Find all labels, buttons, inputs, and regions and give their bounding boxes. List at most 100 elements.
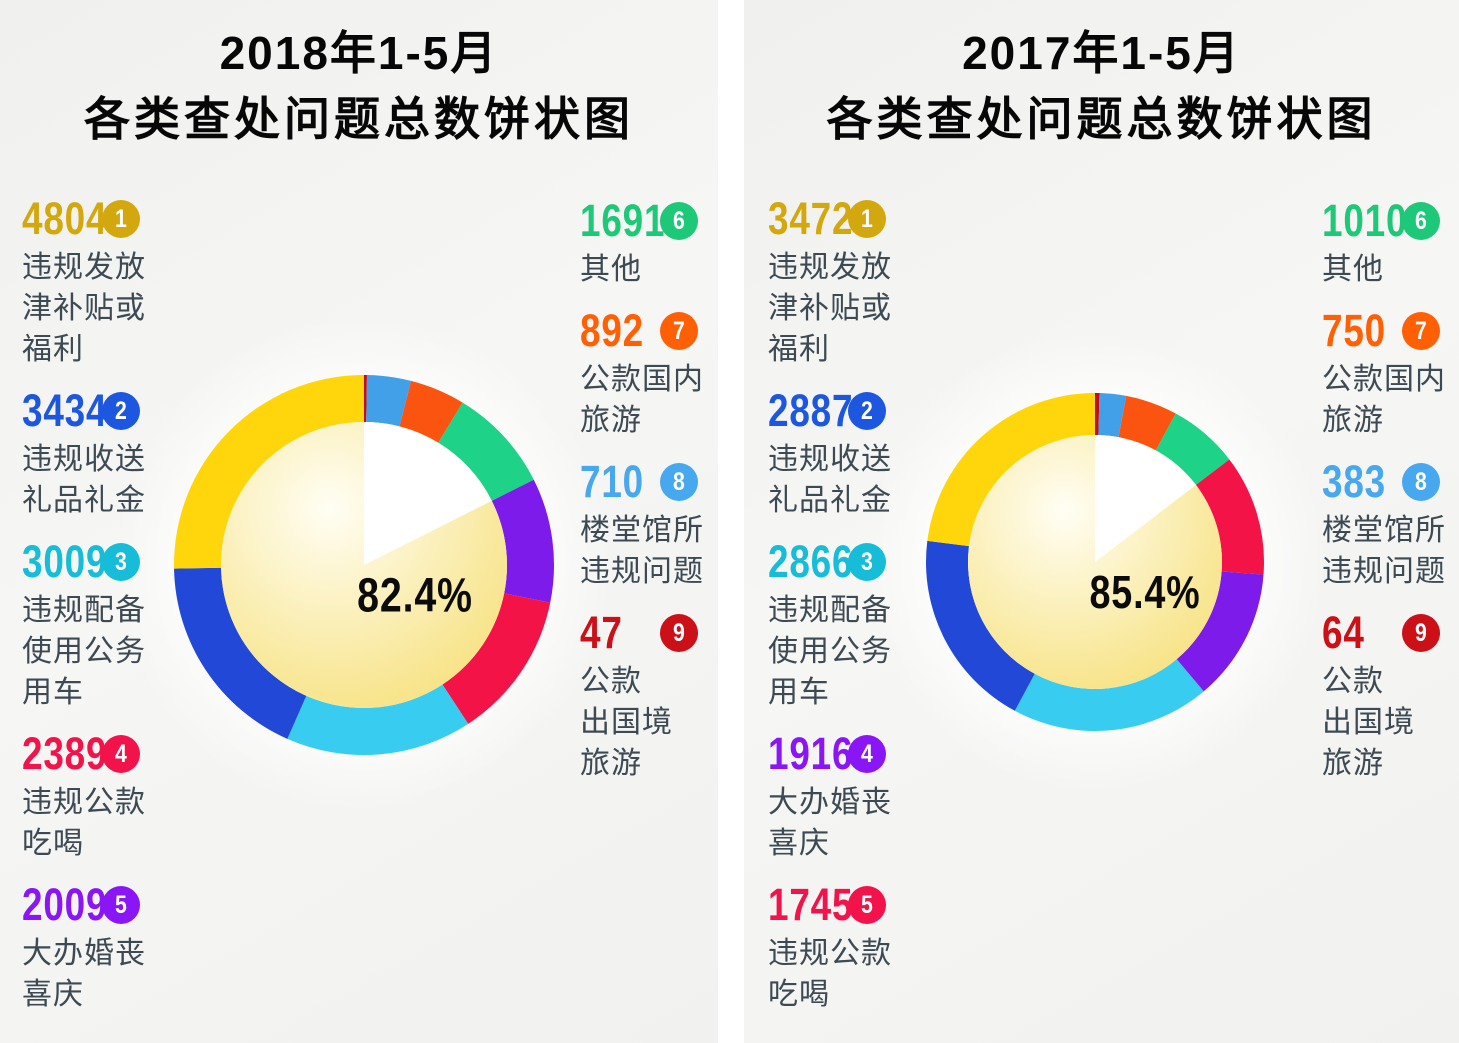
pie-segment-rank-8 [1098, 393, 1127, 438]
legend-value: 1916 [768, 728, 854, 779]
pie-remainder-wedge [364, 422, 492, 565]
legend-item-rank-8: 710 8 楼堂馆所 违规问题 [580, 459, 704, 592]
pie-segment-rank-6 [438, 402, 534, 501]
legend-value-row: 3434 2 [22, 388, 146, 434]
rank-number: 7 [673, 316, 685, 345]
legend-value-row: 383 8 [1322, 459, 1446, 505]
pie-segment-rank-9 [364, 375, 367, 423]
legend-value-row: 3009 3 [22, 539, 146, 585]
legend-value-row: 1916 4 [768, 731, 892, 777]
rank-number: 5 [115, 890, 127, 919]
legend-value: 1010 [1322, 195, 1408, 246]
legend-value-row: 892 7 [580, 308, 704, 354]
legend-value: 47 [580, 607, 623, 658]
pie-segment-rank-5 [491, 479, 554, 603]
legend-column-1: 4804 1 违规发放 津补贴或 福利 3434 2 违规收送 礼品礼金 3009 3 违规配备… [22, 196, 146, 1015]
chart-title-line2: 各类查处问题总数饼状图 [826, 93, 1377, 145]
rank-number: 7 [1415, 316, 1427, 345]
legend-value: 2389 [22, 728, 108, 779]
panel-2018: 2018年1-5月 各类查处问题总数饼状图 82.4% 4804 1 违规发放 津补… [0, 0, 718, 1043]
pie-segment-rank-9 [1095, 393, 1100, 436]
legend-label: 违规配备 使用公务 用车 [768, 594, 892, 709]
legend-label: 公款 出国境 旅游 [580, 665, 673, 780]
rank-badge: 2 [848, 392, 886, 430]
legend-label: 违规公款 吃喝 [22, 786, 146, 860]
legend-item-rank-6: 1691 6 其他 [580, 198, 704, 290]
legend-label: 违规收送 礼品礼金 [768, 443, 892, 517]
legend-value-row: 2887 2 [768, 388, 892, 434]
legend-value: 3009 [22, 536, 108, 587]
legend-item-rank-3: 2866 3 违规配备 使用公务 用车 [768, 539, 892, 713]
donut-svg [926, 393, 1264, 731]
legend-value-row: 1745 5 [768, 882, 892, 928]
legend-value-row: 1691 6 [580, 198, 704, 244]
rank-number: 4 [115, 739, 127, 768]
pie-segment-rank-3 [1014, 659, 1204, 731]
legend-label: 公款国内 旅游 [580, 363, 704, 437]
center-percentage-label: 82.4% [357, 569, 473, 623]
rank-number: 9 [1415, 618, 1427, 647]
legend-item-rank-5: 2009 5 大办婚丧 喜庆 [22, 882, 146, 1015]
rank-badge: 4 [848, 735, 886, 773]
legend-column-1: 3472 1 违规发放 津补贴或 福利 2887 2 违规收送 礼品礼金 2866 3 违规配备… [768, 196, 892, 1015]
legend-value: 1691 [580, 195, 666, 246]
pie-segment-rank-4 [1176, 571, 1264, 692]
legend-label: 大办婚丧 喜庆 [768, 786, 892, 860]
legend-value-row: 64 9 [1322, 610, 1446, 656]
pie-segment-rank-7 [399, 380, 463, 443]
legend-item-rank-7: 892 7 公款国内 旅游 [580, 308, 704, 441]
pie-segment-rank-5 [1195, 459, 1264, 575]
legend-column-2: 1010 6 其他 750 7 公款国内 旅游 383 8 楼堂馆所 违规问题 64 9 公款 出国境… [1322, 198, 1446, 784]
chart-title-2018: 2018年1-5月 各类查处问题总数饼状图 [0, 20, 718, 152]
rank-number: 6 [673, 206, 685, 235]
legend-value: 710 [580, 456, 645, 507]
legend-value-row: 47 9 [580, 610, 704, 656]
legend-label: 楼堂馆所 违规问题 [1322, 514, 1446, 588]
legend-value-row: 2389 4 [22, 731, 146, 777]
legend-label: 公款 出国境 旅游 [1322, 665, 1415, 780]
pie-segment-rank-3 [287, 684, 469, 755]
legend-column-2: 1691 6 其他 892 7 公款国内 旅游 710 8 楼堂馆所 违规问题 47 9 公款 出国境… [580, 198, 704, 784]
legend-item-rank-5: 1745 5 违规公款 吃喝 [768, 882, 892, 1015]
rank-badge: 9 [1402, 614, 1440, 652]
rank-badge: 3 [848, 543, 886, 581]
legend-value-row: 3472 1 [768, 196, 892, 242]
rank-number: 5 [861, 890, 873, 919]
rank-badge: 2 [102, 392, 140, 430]
rank-number: 3 [115, 547, 127, 576]
legend-value-row: 2009 5 [22, 882, 146, 928]
legend-value: 383 [1322, 456, 1387, 507]
legend-value: 3472 [768, 193, 854, 244]
legend-label: 违规收送 礼品礼金 [22, 443, 146, 517]
panel-2017: 2017年1-5月 各类查处问题总数饼状图 85.4% 3472 1 违规发放 津补… [744, 0, 1459, 1043]
donut-svg [174, 375, 554, 755]
rank-badge: 5 [848, 886, 886, 924]
legend-value: 2866 [768, 536, 854, 587]
legend-label: 楼堂馆所 违规问题 [580, 514, 704, 588]
legend-item-rank-2: 3434 2 违规收送 礼品礼金 [22, 388, 146, 521]
pie-remainder-wedge [1095, 435, 1196, 562]
chart-title-2017: 2017年1-5月 各类查处问题总数饼状图 [744, 20, 1459, 152]
legend-value-row: 750 7 [1322, 308, 1446, 354]
pie-segment-rank-2 [926, 540, 1035, 711]
pie-segment-rank-4 [442, 593, 551, 724]
legend-label: 违规发放 津补贴或 福利 [22, 251, 146, 366]
rank-badge: 1 [848, 200, 886, 238]
legend-item-rank-6: 1010 6 其他 [1322, 198, 1446, 290]
rank-badge: 3 [102, 543, 140, 581]
rank-number: 9 [673, 618, 685, 647]
rank-number: 8 [1415, 467, 1427, 496]
legend-value: 1745 [768, 879, 854, 930]
legend-value-row: 1010 6 [1322, 198, 1446, 244]
legend-value-row: 2866 3 [768, 539, 892, 585]
legend-label: 违规公款 吃喝 [768, 937, 892, 1011]
pie-segment-rank-2 [174, 567, 307, 739]
rank-badge: 9 [660, 614, 698, 652]
legend-item-rank-3: 3009 3 违规配备 使用公务 用车 [22, 539, 146, 713]
rank-badge: 5 [102, 886, 140, 924]
legend-label: 违规配备 使用公务 用车 [22, 594, 146, 709]
legend-value: 2887 [768, 385, 854, 436]
legend-item-rank-9: 64 9 公款 出国境 旅游 [1322, 610, 1446, 784]
chart-title-line1: 2017年1-5月 [962, 27, 1241, 79]
